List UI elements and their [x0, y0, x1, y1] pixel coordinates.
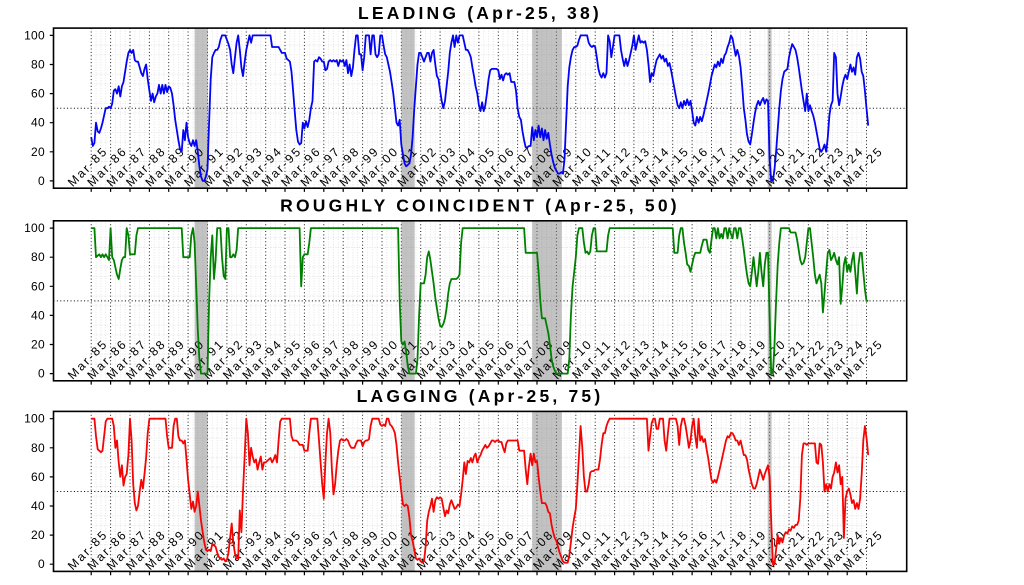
svg-text:80: 80: [31, 58, 45, 72]
svg-text:80: 80: [31, 441, 45, 455]
svg-text:40: 40: [31, 116, 45, 130]
svg-text:40: 40: [31, 499, 45, 513]
svg-text:60: 60: [31, 470, 45, 484]
svg-text:60: 60: [31, 279, 45, 293]
svg-text:20: 20: [31, 528, 45, 542]
svg-text:20: 20: [31, 145, 45, 159]
svg-text:40: 40: [31, 308, 45, 322]
svg-text:100: 100: [24, 412, 45, 426]
svg-text:100: 100: [24, 221, 45, 235]
svg-text:0: 0: [38, 174, 45, 188]
svg-text:60: 60: [31, 87, 45, 101]
svg-text:LEADING (Apr-25, 38): LEADING (Apr-25, 38): [358, 3, 602, 23]
svg-text:100: 100: [24, 28, 45, 42]
svg-text:0: 0: [38, 557, 45, 571]
svg-text:80: 80: [31, 250, 45, 264]
svg-text:ROUGHLY COINCIDENT (Apr-25, 50: ROUGHLY COINCIDENT (Apr-25, 50): [280, 196, 680, 216]
svg-text:LAGGING (Apr-25, 75): LAGGING (Apr-25, 75): [357, 386, 604, 406]
svg-text:20: 20: [31, 338, 45, 352]
svg-text:0: 0: [38, 367, 45, 381]
